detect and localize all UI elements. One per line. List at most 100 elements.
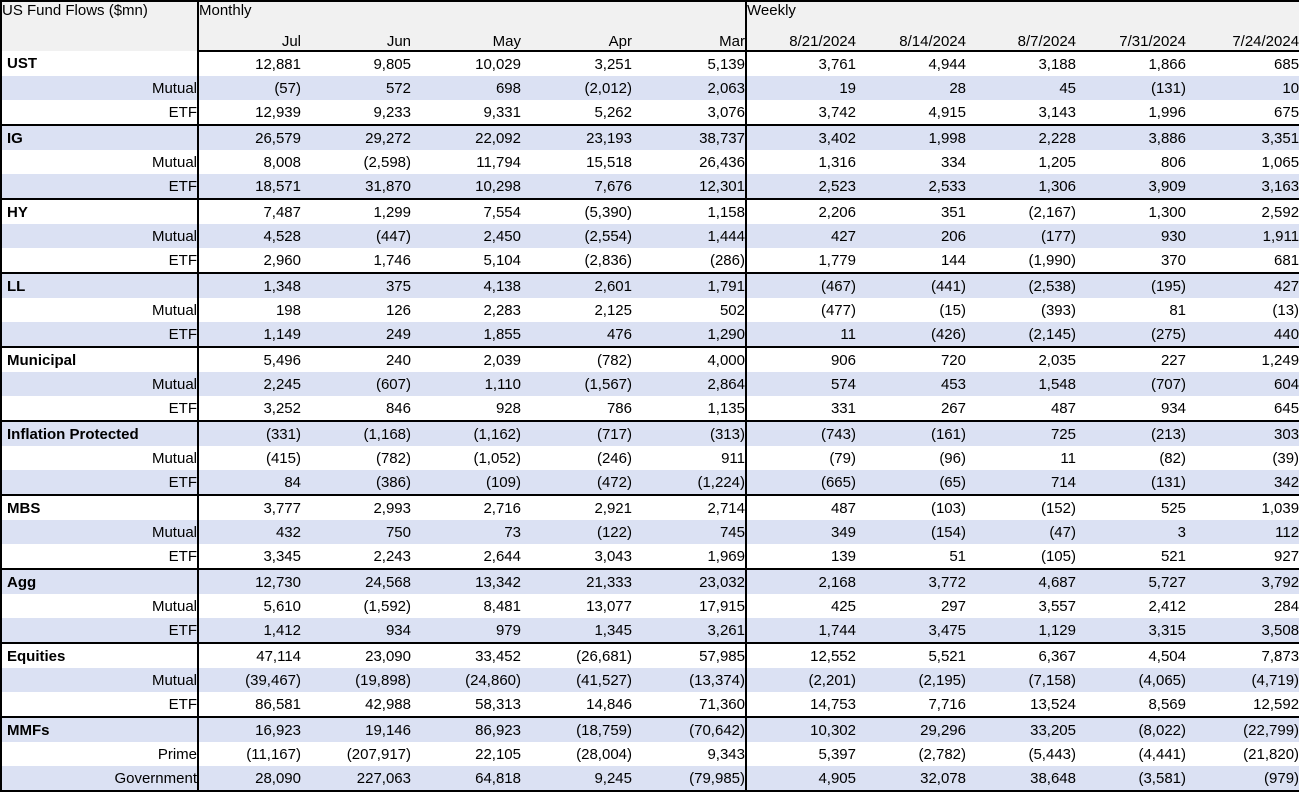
column-header-week-2: 8/14/2024	[856, 26, 966, 52]
value-cell: (177)	[966, 224, 1076, 248]
value-cell: (5,443)	[1028, 745, 1076, 763]
value-cell: 3,076	[707, 103, 745, 121]
value-cell: 2,644	[483, 547, 521, 565]
value-cell: (1,567)	[521, 372, 632, 396]
value-cell: 4,000	[632, 346, 746, 372]
value-cell: 3,475	[856, 618, 966, 643]
row-label: ETF	[1, 618, 199, 643]
value-cell: 502	[719, 301, 745, 319]
value-cell: 206	[856, 224, 966, 248]
value-cell: 1,348	[198, 272, 301, 298]
value-cell: 1,855	[411, 322, 521, 347]
row-label: Mutual	[1, 76, 199, 100]
value-cell: 5,397	[745, 742, 856, 766]
column-header-jul: Jul	[198, 26, 301, 52]
value-cell: 525	[1076, 494, 1186, 520]
value-cell: 5,496	[198, 346, 301, 372]
value-cell: 198	[275, 301, 301, 319]
row-label: Prime	[1, 742, 199, 766]
value-cell: 351	[856, 198, 966, 224]
value-cell: 3,761	[745, 51, 856, 76]
value-cell: 453	[856, 372, 966, 396]
value-cell: (213)	[1076, 420, 1186, 446]
value-cell: 2,063	[632, 76, 746, 100]
group-label: UST	[1, 51, 199, 76]
value-cell: 2,714	[632, 494, 746, 520]
row-label: Mutual	[1, 668, 199, 692]
sub-row: Mutual 4,528 (447) 2,450 (2,554) 1,444 427 206(…	[1, 224, 1299, 248]
value-cell: (331)	[198, 420, 301, 446]
row-label: Mutual	[1, 372, 199, 396]
value-cell: (79,985)	[632, 766, 746, 791]
value-cell: 86,923	[411, 716, 521, 742]
value-cell: (21,820)	[1243, 745, 1299, 763]
column-header-mar: Mar	[632, 26, 746, 52]
value-cell: (607)	[301, 372, 411, 396]
sub-row: ETF 3,252 846 928 786 1,135 331 267 487 934 645	[1, 396, 1299, 421]
value-cell: (131)	[1076, 76, 1186, 100]
group-label: MMFs	[1, 716, 199, 742]
value-cell: (96)	[939, 449, 966, 467]
value-cell: 1,746	[373, 251, 411, 269]
value-cell: (441)	[856, 272, 966, 298]
value-cell: 3	[1076, 520, 1186, 544]
value-cell: 645	[1274, 399, 1299, 417]
section-header-monthly: Monthly	[198, 1, 746, 26]
value-cell: 572	[301, 76, 411, 100]
value-cell: 2,993	[301, 494, 411, 520]
value-cell: (15)	[939, 301, 966, 319]
value-cell: 342	[1186, 470, 1299, 495]
value-cell: 11	[1060, 449, 1076, 467]
value-cell: (19,898)	[301, 668, 411, 692]
value-cell: (24,860)	[411, 668, 521, 692]
group-label: Inflation Protected	[1, 420, 199, 446]
column-header-may: May	[411, 26, 521, 52]
value-cell: (1,990)	[1028, 251, 1076, 269]
row-label: Mutual	[1, 594, 199, 618]
value-cell: 2,283	[483, 301, 521, 319]
value-cell: 1,249	[1186, 346, 1299, 372]
value-cell: 3,742	[745, 100, 856, 125]
value-cell: 13,524	[1030, 695, 1076, 713]
row-label: ETF	[1, 470, 199, 495]
value-cell: 3,909	[1076, 174, 1186, 199]
table-body: UST 12,881 9,805 10,029 3,251 5,139 3,761 4,944…	[1, 51, 1299, 791]
value-cell: 7,676	[521, 174, 632, 199]
value-cell: 3,508	[1186, 618, 1299, 643]
row-label: Mutual	[1, 224, 199, 248]
row-label: ETF	[1, 322, 199, 347]
value-cell: 2,412	[1148, 597, 1186, 615]
value-cell: 2,592	[1186, 198, 1299, 224]
value-cell: 4,915	[928, 103, 966, 121]
value-cell: 14,753	[745, 692, 856, 717]
value-cell: (11,167)	[246, 745, 301, 763]
value-cell: 19	[745, 76, 856, 100]
value-cell: (2,167)	[966, 198, 1076, 224]
value-cell: 4,138	[411, 272, 521, 298]
value-cell: (665)	[745, 470, 856, 495]
value-cell: 12,730	[198, 568, 301, 594]
value-cell: 10,302	[745, 716, 856, 742]
value-cell: 64,818	[411, 766, 521, 791]
value-cell: (2,201)	[745, 668, 856, 692]
value-cell: 1,158	[632, 198, 746, 224]
table-header: US Fund Flows ($mn) Monthly Weekly Jul J…	[1, 1, 1299, 52]
value-cell: 3,402	[745, 124, 856, 150]
value-cell: (122)	[521, 520, 632, 544]
value-cell: 334	[940, 153, 966, 171]
value-cell: 10	[1186, 76, 1299, 100]
value-cell: 1,412	[198, 618, 301, 643]
table-title: US Fund Flows ($mn)	[1, 1, 199, 51]
value-cell: 9,343	[707, 745, 745, 763]
value-cell: 8,569	[1148, 695, 1186, 713]
value-cell: 1,345	[521, 618, 632, 643]
value-cell: (57)	[198, 76, 301, 100]
value-cell: 51	[949, 547, 966, 565]
value-cell: (2,538)	[966, 272, 1076, 298]
value-cell: 806	[1160, 153, 1186, 171]
column-header-week-4: 7/31/2024	[1076, 26, 1186, 52]
value-cell: 32,078	[856, 766, 966, 791]
value-cell: 9,805	[373, 55, 411, 73]
value-cell: 1,306	[966, 174, 1076, 199]
